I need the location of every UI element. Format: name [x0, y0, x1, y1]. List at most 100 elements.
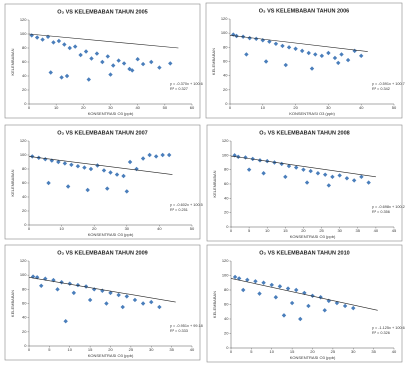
y-tick-label: 80	[22, 166, 27, 171]
data-point	[359, 174, 364, 180]
data-point	[108, 170, 113, 175]
data-point	[306, 303, 311, 309]
chart-title: O₃ VS KELEMBABAN TAHUN 2008	[259, 130, 349, 136]
data-point	[319, 53, 325, 59]
chart-title: O₃ VS KELEMBABAN TAHUN 2007	[57, 130, 147, 136]
data-point	[257, 291, 262, 296]
data-point	[89, 56, 94, 61]
y-tick-label: 120	[222, 258, 229, 263]
x-tick-label: 30	[337, 228, 342, 233]
annotation: R² = 0.326	[372, 331, 390, 335]
y-tick-label: 40	[224, 316, 229, 321]
x-tick-label: 15	[290, 349, 295, 354]
y-tick-label: 80	[22, 45, 27, 50]
data-point	[261, 280, 266, 285]
y-tick-label: 60	[224, 302, 229, 307]
data-point	[56, 38, 62, 44]
data-point	[114, 172, 120, 177]
data-point	[48, 70, 53, 75]
data-point	[94, 51, 100, 56]
y-tick-label: 80	[224, 167, 229, 172]
x-axis-label: KONSENTRASI O3 (ppb)	[289, 111, 335, 116]
x-tick-label: 25	[319, 228, 324, 233]
data-point	[157, 304, 162, 310]
data-point	[359, 53, 364, 59]
data-point	[160, 152, 165, 158]
data-point	[87, 297, 93, 303]
y-tick-label: 20	[224, 210, 229, 215]
data-point	[75, 164, 81, 169]
data-point	[283, 62, 288, 68]
x-tick-label: 40	[374, 228, 379, 233]
data-point	[140, 301, 146, 306]
y-tick-label: 40	[223, 73, 228, 78]
data-point	[293, 46, 298, 51]
annotation: y = -0.370x + 100.6	[170, 82, 203, 86]
y-tick-label: 120	[222, 138, 229, 143]
y-tick-label: 60	[223, 59, 228, 64]
x-tick-label: 45	[392, 228, 397, 233]
data-point	[45, 34, 51, 39]
chart-title: O₃ VS KELEMBABAN TAHUN 2005	[57, 9, 147, 15]
data-point	[231, 32, 236, 37]
data-point	[127, 66, 132, 72]
data-point	[263, 59, 269, 64]
data-point	[326, 50, 331, 56]
data-point	[315, 171, 321, 176]
data-point	[285, 286, 291, 291]
data-point	[121, 173, 126, 179]
data-point	[140, 156, 146, 161]
data-point	[332, 55, 338, 61]
x-tick-label: 35	[371, 349, 376, 354]
trend-line	[28, 33, 179, 49]
data-point	[245, 277, 250, 283]
x-tick-label: 40	[157, 226, 162, 231]
y-tick-label: 120	[20, 138, 27, 143]
chart-title: O₃ VS KELEMBABAN TAHUN 2006	[259, 8, 349, 14]
data-point	[78, 52, 83, 58]
x-tick-label: 50	[190, 226, 195, 231]
x-tick-label: 30	[125, 226, 130, 231]
chart-title: O₃ VS KELEMBABAN TAHUN 2010	[259, 250, 349, 256]
data-point	[108, 290, 113, 296]
data-point	[153, 154, 159, 159]
x-tick-label: 10	[68, 347, 73, 352]
data-point	[83, 284, 89, 289]
y-tick-label: 60	[22, 59, 27, 64]
y-axis-label: KELEMBABAN	[211, 48, 216, 75]
x-tick-label: 5	[248, 228, 251, 233]
data-point	[232, 153, 237, 158]
y-tick-label: 40	[224, 195, 229, 200]
y-axis-label: KELEMBABAN	[10, 290, 15, 317]
data-point	[86, 77, 91, 82]
data-point	[286, 45, 292, 50]
data-point	[273, 295, 279, 300]
data-point	[301, 167, 306, 172]
x-tick-label: 10	[59, 226, 64, 231]
data-point	[253, 279, 258, 284]
x-tick-label: 30	[351, 349, 356, 354]
data-point	[62, 161, 68, 166]
data-point	[105, 54, 110, 59]
data-point	[64, 73, 70, 79]
y-tick-label: 120	[20, 17, 27, 22]
annotation: R² = 0.356	[372, 210, 390, 214]
data-point	[281, 313, 287, 318]
y-tick-label: 80	[224, 287, 229, 292]
x-tick-label: 40	[135, 105, 140, 110]
data-point	[294, 287, 299, 293]
y-tick-label: 100	[20, 31, 27, 36]
data-point	[244, 52, 249, 57]
x-tick-label: 20	[293, 105, 298, 110]
data-point	[322, 172, 328, 177]
x-tick-label: 0	[28, 347, 31, 352]
y-tick-label: 100	[221, 30, 228, 35]
data-point	[289, 300, 295, 306]
annotation: y = -0.698x + 100.2	[372, 205, 405, 209]
data-point	[157, 65, 162, 70]
data-point	[267, 39, 272, 44]
x-tick-label: 0	[230, 228, 233, 233]
panel-border	[206, 244, 403, 363]
y-axis-label: KELEMBABAN	[212, 291, 217, 318]
data-point	[241, 287, 246, 293]
